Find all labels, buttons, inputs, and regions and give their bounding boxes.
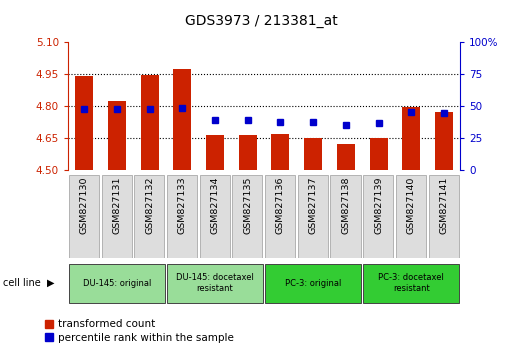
Text: PC-3: docetaxel
resistant: PC-3: docetaxel resistant — [378, 274, 444, 293]
FancyBboxPatch shape — [101, 175, 132, 258]
FancyBboxPatch shape — [167, 264, 263, 303]
Text: GDS3973 / 213381_at: GDS3973 / 213381_at — [185, 14, 338, 28]
Bar — [174, 69, 191, 170]
Bar — [108, 101, 126, 170]
FancyBboxPatch shape — [396, 175, 426, 258]
Bar — [239, 135, 257, 170]
Bar — [337, 144, 355, 170]
Text: GSM827137: GSM827137 — [309, 177, 317, 234]
FancyBboxPatch shape — [69, 175, 99, 258]
Text: GSM827133: GSM827133 — [178, 177, 187, 234]
Bar — [370, 138, 388, 170]
Bar — [206, 135, 224, 170]
Bar — [141, 75, 158, 170]
Text: GSM827135: GSM827135 — [243, 177, 252, 234]
Bar — [402, 107, 420, 170]
Bar — [435, 112, 453, 170]
Text: PC-3: original: PC-3: original — [285, 279, 342, 288]
Text: GSM827136: GSM827136 — [276, 177, 285, 234]
FancyBboxPatch shape — [331, 175, 360, 258]
FancyBboxPatch shape — [298, 175, 328, 258]
FancyBboxPatch shape — [134, 175, 164, 258]
Bar — [304, 138, 322, 170]
Text: GSM827132: GSM827132 — [145, 177, 154, 234]
Text: GSM827134: GSM827134 — [211, 177, 220, 234]
FancyBboxPatch shape — [265, 264, 361, 303]
Bar — [75, 76, 93, 170]
Text: DU-145: docetaxel
resistant: DU-145: docetaxel resistant — [176, 274, 254, 293]
Text: DU-145: original: DU-145: original — [83, 279, 151, 288]
FancyBboxPatch shape — [428, 175, 459, 258]
Text: GSM827140: GSM827140 — [407, 177, 416, 234]
FancyBboxPatch shape — [363, 264, 459, 303]
FancyBboxPatch shape — [200, 175, 230, 258]
Bar — [271, 134, 289, 170]
Text: GSM827138: GSM827138 — [342, 177, 350, 234]
FancyBboxPatch shape — [363, 175, 393, 258]
Text: GSM827139: GSM827139 — [374, 177, 383, 234]
FancyBboxPatch shape — [167, 175, 197, 258]
Text: cell line  ▶: cell line ▶ — [3, 278, 54, 288]
Text: GSM827141: GSM827141 — [439, 177, 448, 234]
FancyBboxPatch shape — [265, 175, 295, 258]
FancyBboxPatch shape — [69, 264, 165, 303]
FancyBboxPatch shape — [232, 175, 263, 258]
Text: GSM827130: GSM827130 — [80, 177, 89, 234]
Text: GSM827131: GSM827131 — [112, 177, 121, 234]
Legend: transformed count, percentile rank within the sample: transformed count, percentile rank withi… — [41, 315, 238, 347]
